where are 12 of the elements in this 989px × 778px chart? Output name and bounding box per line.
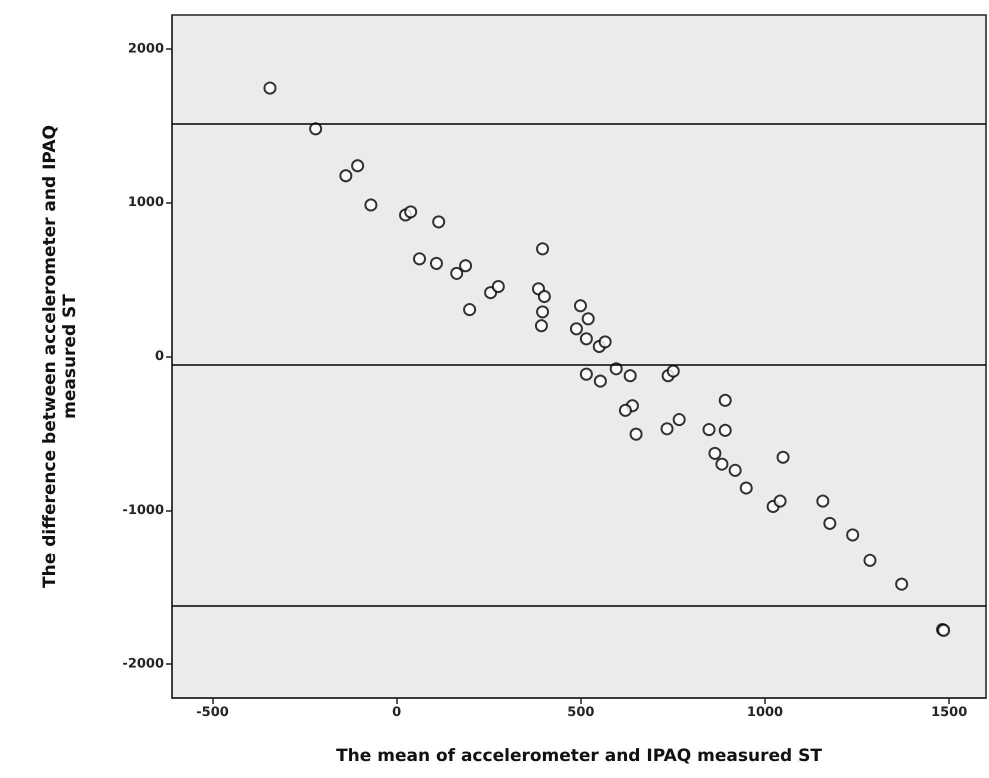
- x-tick-label: 500: [567, 705, 594, 720]
- x-tick-label: 1500: [931, 705, 968, 720]
- x-tick-label: 0: [392, 705, 402, 720]
- x-tick-label: -500: [196, 705, 229, 720]
- y-tick-label: -2000: [122, 656, 164, 672]
- y-tick-label: 2000: [128, 41, 164, 56]
- x-tick-label: 1000: [746, 705, 784, 720]
- y-tick-label: 0: [154, 349, 164, 364]
- y-tick-label: 1000: [128, 195, 164, 210]
- x-axis-title: The mean of accelerometer and IPAQ measured ST: [336, 746, 822, 766]
- y-axis-title: The difference between accelerometer and IPAQ measured ST: [40, 125, 80, 588]
- y-tick-label: -1000: [122, 502, 164, 518]
